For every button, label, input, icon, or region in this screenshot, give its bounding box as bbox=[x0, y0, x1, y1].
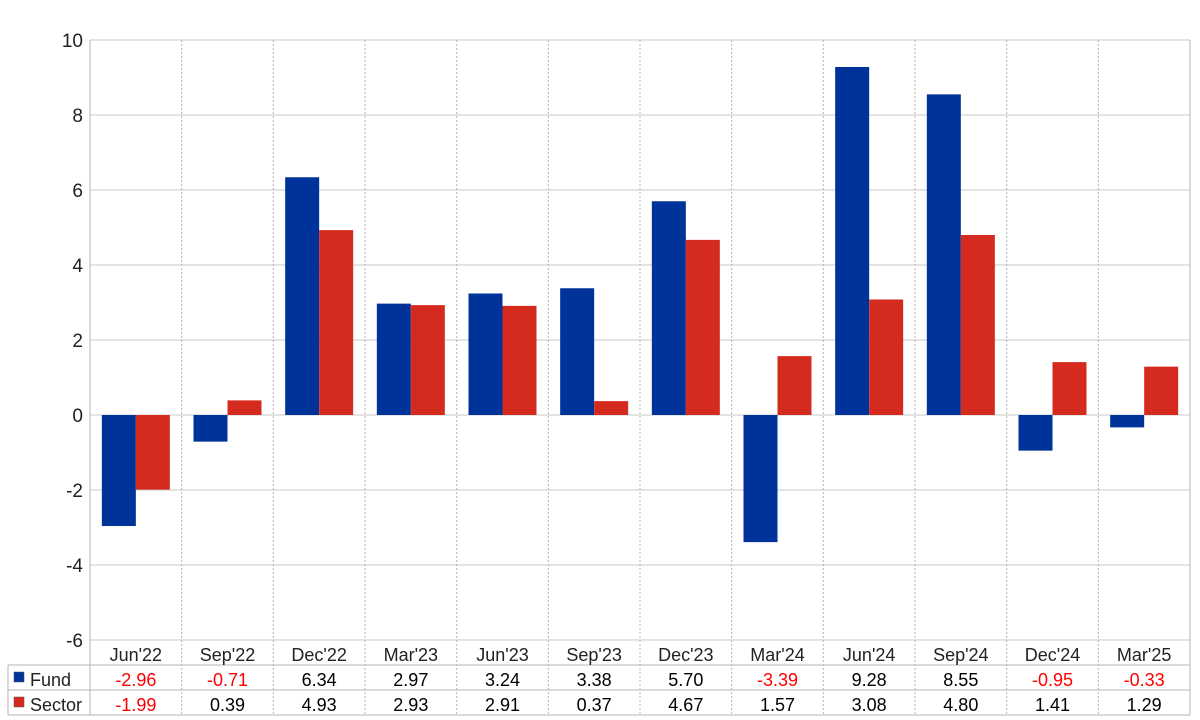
bar-fund bbox=[468, 293, 503, 415]
y-tick-label: 0 bbox=[72, 406, 83, 427]
bar-sector bbox=[594, 401, 629, 415]
data-label-fund: -0.33 bbox=[1124, 670, 1165, 690]
y-axis: -6 -4 -2 0 2 4 6 8 10 bbox=[62, 31, 84, 652]
bar-fund bbox=[560, 288, 595, 415]
y-tick-label: 10 bbox=[62, 31, 83, 52]
data-label-fund: 8.55 bbox=[943, 670, 978, 690]
y-tick-label: 2 bbox=[72, 331, 83, 352]
data-label-sector: 4.93 bbox=[302, 695, 337, 715]
y-tick-label: 8 bbox=[72, 106, 83, 127]
x-tick-label: Mar'24 bbox=[750, 645, 804, 665]
bar-sector bbox=[777, 356, 812, 415]
bar-sector bbox=[1052, 362, 1087, 415]
data-label-fund: -3.39 bbox=[757, 670, 798, 690]
bar-fund bbox=[101, 415, 136, 526]
data-label-fund: -0.71 bbox=[207, 670, 248, 690]
y-tick-label: -4 bbox=[66, 556, 83, 577]
bar-sector bbox=[410, 305, 445, 415]
x-tick-label: Sep'24 bbox=[933, 645, 989, 665]
data-label-sector: 4.80 bbox=[943, 695, 978, 715]
x-tick-label: Jun'22 bbox=[110, 645, 162, 665]
data-label-fund: -0.95 bbox=[1032, 670, 1073, 690]
x-tick-label: Mar'23 bbox=[384, 645, 438, 665]
x-tick-label: Sep'22 bbox=[200, 645, 256, 665]
x-tick-label: Dec'24 bbox=[1025, 645, 1080, 665]
y-tick-label: -6 bbox=[66, 631, 83, 652]
x-tick-label: Dec'23 bbox=[658, 645, 713, 665]
bar-fund bbox=[651, 201, 686, 415]
bar-fund bbox=[743, 415, 778, 543]
y-tick-label: -2 bbox=[66, 481, 83, 502]
bar-fund bbox=[376, 303, 411, 415]
bar-sector bbox=[319, 230, 354, 415]
x-tick-label: Jun'23 bbox=[476, 645, 528, 665]
bar-fund bbox=[1110, 415, 1145, 428]
x-tick-label: Dec'22 bbox=[291, 645, 346, 665]
bar-fund bbox=[926, 94, 961, 415]
data-label-sector: 0.37 bbox=[577, 695, 612, 715]
bar-sector bbox=[685, 239, 720, 415]
bar-fund bbox=[193, 415, 228, 442]
data-label-sector: -1.99 bbox=[115, 695, 156, 715]
data-label-fund: 6.34 bbox=[302, 670, 337, 690]
x-tick-label: Mar'25 bbox=[1117, 645, 1171, 665]
legend-label-fund: Fund bbox=[30, 670, 71, 690]
bars bbox=[101, 67, 1179, 543]
data-label-sector: 2.91 bbox=[485, 695, 520, 715]
data-label-fund: -2.96 bbox=[115, 670, 156, 690]
legend-swatch-fund bbox=[13, 671, 25, 683]
y-tick-label: 6 bbox=[72, 181, 83, 202]
y-tick-label: 4 bbox=[72, 256, 83, 277]
data-label-fund: 2.97 bbox=[393, 670, 428, 690]
bar-sector bbox=[1144, 366, 1179, 415]
legend-swatch-sector bbox=[13, 696, 25, 708]
data-label-sector: 3.08 bbox=[852, 695, 887, 715]
data-label-sector: 2.93 bbox=[393, 695, 428, 715]
bar-sector bbox=[135, 415, 170, 490]
data-label-sector: 1.29 bbox=[1127, 695, 1162, 715]
grid bbox=[89, 39, 1191, 715]
x-tick-label: Jun'24 bbox=[843, 645, 895, 665]
data-label-sector: 1.57 bbox=[760, 695, 795, 715]
bar-sector bbox=[869, 299, 904, 415]
data-label-fund: 5.70 bbox=[668, 670, 703, 690]
data-table: Jun'22 Sep'22 Dec'22 Mar'23 Jun'23 Sep'23 Dec'… bbox=[7, 645, 1190, 716]
bar-sector bbox=[960, 235, 995, 415]
legend-label-sector: Sector bbox=[30, 695, 82, 715]
data-label-fund: 3.38 bbox=[577, 670, 612, 690]
bar-fund bbox=[1018, 415, 1053, 451]
data-label-sector: 0.39 bbox=[210, 695, 245, 715]
data-label-sector: 4.67 bbox=[668, 695, 703, 715]
data-label-sector: 1.41 bbox=[1035, 695, 1070, 715]
bar-sector bbox=[227, 400, 262, 415]
bar-sector bbox=[502, 305, 537, 415]
data-label-fund: 3.24 bbox=[485, 670, 520, 690]
bar-fund bbox=[835, 67, 870, 415]
data-label-fund: 9.28 bbox=[852, 670, 887, 690]
bar-fund bbox=[285, 177, 320, 415]
x-tick-label: Sep'23 bbox=[566, 645, 622, 665]
